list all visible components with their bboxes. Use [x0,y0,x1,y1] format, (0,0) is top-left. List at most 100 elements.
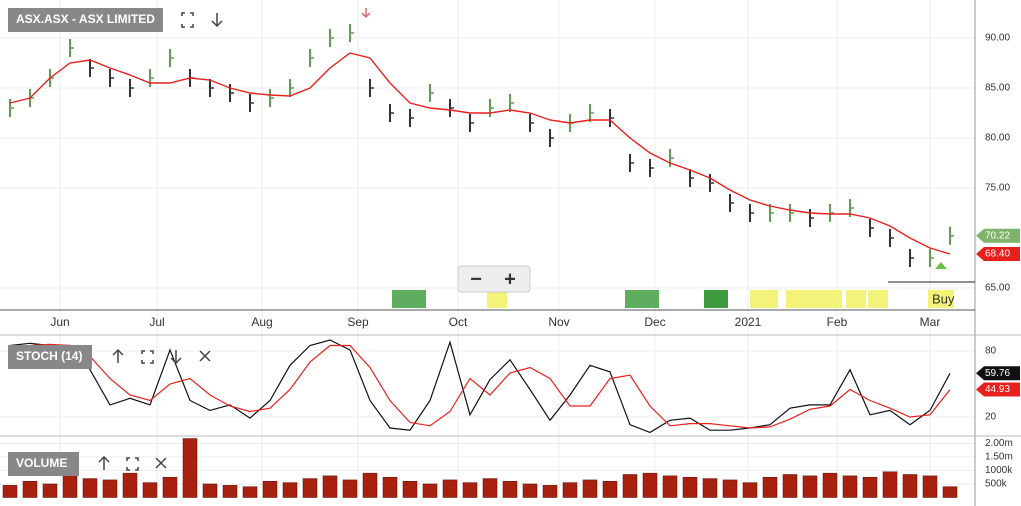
volume-bar [282,482,298,498]
price-bar [349,24,354,42]
x-tick-label: Jun [50,315,69,329]
price-bar [89,59,94,77]
price-bar [789,204,794,222]
price-bar [409,109,414,127]
volume-bar [542,485,558,498]
volume-bar [682,476,698,498]
price-bar [869,219,874,237]
x-tick-label: Dec [644,315,665,329]
price-bar [209,79,214,97]
indicator-line [9,343,951,429]
value-badge-label: 70.22 [985,230,1010,241]
signal-markers [361,8,954,308]
volume-bar [582,479,598,498]
price-bar [889,229,894,247]
volume-bar [2,485,18,498]
price-bar [529,114,534,132]
volume-bar [362,472,378,498]
price-bar [749,204,754,222]
x-tick-label: Mar [920,315,941,329]
volume-bar [382,476,398,498]
price-bar [709,174,714,192]
y-tick-label: 1.50m [985,452,1013,463]
y-tick-label: 20 [985,412,997,423]
volume-bar [482,478,498,498]
price-bar [689,169,694,187]
price-bar [449,99,454,117]
volume-bar [62,475,78,498]
volume-bar [102,479,118,498]
annotation: Buy [932,291,955,306]
value-badge [976,228,1020,243]
price-bar [809,209,814,227]
value-badge [976,247,1020,261]
price-bar [309,49,314,67]
volume-bar [902,474,918,498]
volume-bar [302,478,318,498]
labels: Jun Jul Aug Sep Oct Nov Dec 2021 Feb Mar 65.00 75.0… [50,33,1020,490]
up-icon[interactable] [112,348,124,363]
expand-icon[interactable] [141,350,154,364]
price-bar [829,204,834,222]
volume-bar [42,483,58,498]
price-bar [389,104,394,122]
zoom-out[interactable]: − [470,268,482,290]
volume-bar [622,474,638,498]
x-tick-label: Feb [827,315,848,329]
down-icon[interactable] [170,350,182,365]
indicator-line [9,339,951,434]
signal [392,290,426,308]
volume-bar [342,479,358,498]
volume-bar [422,483,438,498]
price-bar [9,99,14,117]
x-tick-label: Nov [548,315,569,329]
y-tick-label: 85.00 [985,83,1010,94]
x-tick-label: Sep [347,315,369,329]
volume-bar [82,478,98,498]
price-bar [549,129,554,147]
close-icon[interactable] [155,457,167,469]
close-icon[interactable] [199,350,211,362]
price-bar [489,99,494,117]
y-tick-label: 80 [985,346,997,357]
signal [750,290,778,308]
volume-bar [562,482,578,498]
expand-icon[interactable] [181,12,194,28]
signal [625,290,659,308]
value-badge-label: 44.93 [985,384,1010,395]
price-bar [589,104,594,122]
down-icon[interactable] [211,13,223,28]
price-bar [109,69,114,87]
buy-arrow [935,262,947,269]
signal [487,290,507,308]
price-bar [469,114,474,132]
x-tick-label: Jul [149,315,164,329]
volume-bar [22,481,38,498]
volume-bar [182,438,198,498]
y-tick-label: 2.00m [985,438,1013,449]
volume-bar [462,482,478,498]
volume-bar [842,475,858,498]
title-box [8,8,163,32]
zoom-in[interactable]: + [504,268,516,290]
volume-bar [222,485,238,498]
volume-bar [922,475,938,498]
volume-bar [602,481,618,498]
y-tick-label: 90.00 [985,33,1010,44]
volume-bar [442,479,458,498]
signal [786,290,842,308]
x-tick-label: Oct [449,315,468,329]
chart-title: ASX.ASX - ASX LIMITED [16,12,155,26]
y-tick-label: 1000k [985,465,1013,476]
volume-bar [142,482,158,498]
signal [704,290,728,308]
up-icon[interactable] [98,455,110,470]
y-tick-label: 80.00 [985,133,1010,144]
title-box [8,345,92,369]
volume-bar [722,479,738,498]
price-bar [229,84,234,102]
price-bar [729,194,734,212]
expand-icon[interactable] [126,457,139,471]
y-tick-label: 75.00 [985,183,1010,194]
